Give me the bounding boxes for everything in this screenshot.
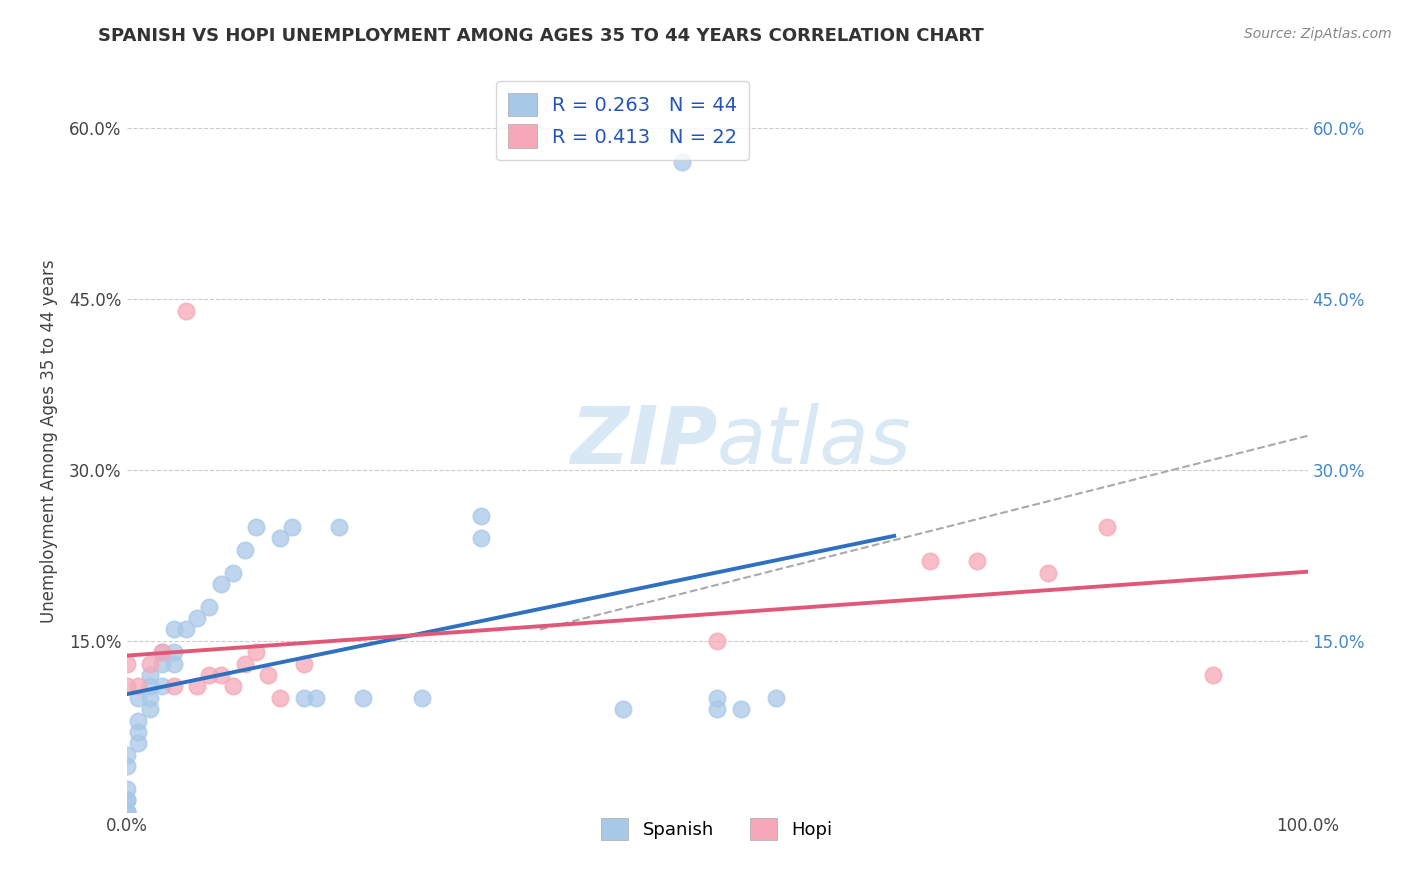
Point — [115, 747, 138, 762]
Point — [198, 668, 221, 682]
Point — [1095, 520, 1118, 534]
Point — [139, 657, 162, 671]
Point — [115, 793, 138, 807]
Point — [139, 690, 162, 705]
Point — [257, 668, 280, 682]
Point — [150, 657, 173, 671]
Text: Source: ZipAtlas.com: Source: ZipAtlas.com — [1244, 27, 1392, 41]
Point — [139, 668, 162, 682]
Point — [127, 725, 149, 739]
Point — [292, 657, 315, 671]
Point — [115, 759, 138, 773]
Text: SPANISH VS HOPI UNEMPLOYMENT AMONG AGES 35 TO 44 YEARS CORRELATION CHART: SPANISH VS HOPI UNEMPLOYMENT AMONG AGES … — [98, 27, 984, 45]
Point — [174, 623, 197, 637]
Point — [470, 508, 492, 523]
Point — [139, 680, 162, 694]
Point — [269, 532, 291, 546]
Point — [127, 714, 149, 728]
Point — [706, 633, 728, 648]
Point — [328, 520, 350, 534]
Point — [139, 702, 162, 716]
Text: atlas: atlas — [717, 402, 912, 481]
Point — [209, 577, 232, 591]
Point — [918, 554, 941, 568]
Point — [1036, 566, 1059, 580]
Point — [233, 542, 256, 557]
Point — [174, 303, 197, 318]
Point — [352, 690, 374, 705]
Point — [163, 657, 186, 671]
Point — [115, 657, 138, 671]
Point — [209, 668, 232, 682]
Point — [115, 805, 138, 819]
Point — [281, 520, 304, 534]
Point — [163, 645, 186, 659]
Point — [411, 690, 433, 705]
Point — [222, 680, 245, 694]
Point — [127, 680, 149, 694]
Point — [269, 690, 291, 705]
Point — [1202, 668, 1225, 682]
Point — [115, 680, 138, 694]
Point — [150, 645, 173, 659]
Point — [115, 805, 138, 819]
Point — [765, 690, 787, 705]
Point — [127, 690, 149, 705]
Point — [198, 599, 221, 614]
Point — [163, 680, 186, 694]
Point — [186, 680, 208, 694]
Point — [115, 793, 138, 807]
Point — [150, 680, 173, 694]
Point — [222, 566, 245, 580]
Point — [292, 690, 315, 705]
Point — [127, 736, 149, 750]
Point — [163, 623, 186, 637]
Point — [470, 532, 492, 546]
Point — [150, 645, 173, 659]
Point — [304, 690, 326, 705]
Legend: Spanish, Hopi: Spanish, Hopi — [595, 811, 839, 847]
Y-axis label: Unemployment Among Ages 35 to 44 years: Unemployment Among Ages 35 to 44 years — [39, 260, 58, 624]
Point — [706, 702, 728, 716]
Point — [245, 645, 267, 659]
Point — [706, 690, 728, 705]
Point — [115, 805, 138, 819]
Point — [245, 520, 267, 534]
Point — [186, 611, 208, 625]
Point — [966, 554, 988, 568]
Point — [233, 657, 256, 671]
Point — [115, 781, 138, 796]
Point — [730, 702, 752, 716]
Point — [671, 155, 693, 169]
Point — [612, 702, 634, 716]
Text: ZIP: ZIP — [569, 402, 717, 481]
